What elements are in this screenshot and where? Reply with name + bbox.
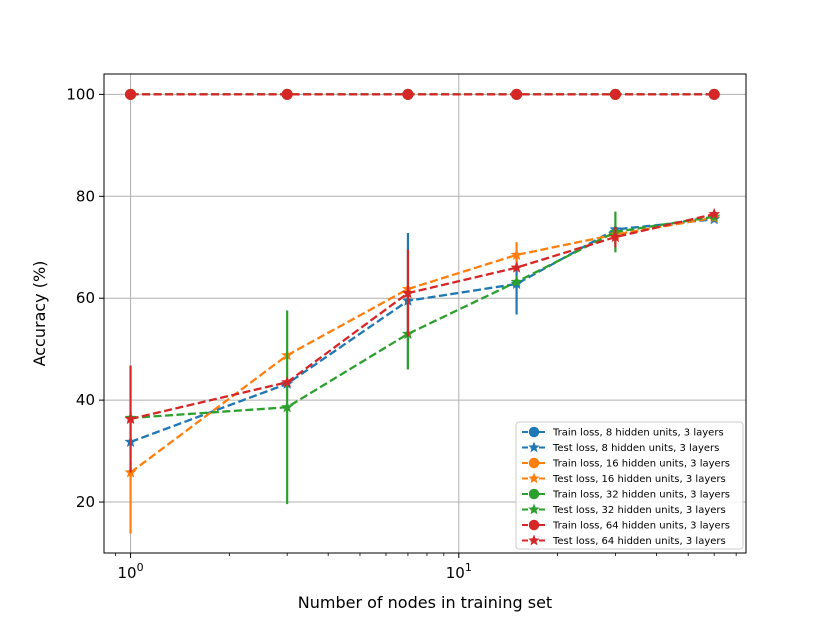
- data-point: [528, 441, 540, 453]
- legend-entry: Train loss, 8 hidden units, 3 layers: [522, 426, 724, 439]
- legend-entry: Test loss, 64 hidden units, 3 layers: [522, 534, 726, 547]
- x-axis-label: Number of nodes in training set: [298, 593, 552, 612]
- legend-entry: Test loss, 32 hidden units, 3 layers: [522, 503, 726, 516]
- data-point: [510, 248, 523, 260]
- legend-label: Train loss, 32 hidden units, 3 layers: [552, 490, 730, 501]
- data-point: [528, 472, 540, 484]
- legend-label: Train loss, 8 hidden units, 3 layers: [552, 428, 724, 439]
- legend-entry: Train loss, 64 hidden units, 3 layers: [522, 519, 730, 532]
- data-point: [528, 519, 540, 531]
- series-8: [124, 207, 721, 473]
- series-7: [125, 88, 720, 100]
- data-point: [125, 88, 137, 100]
- series-layer: [124, 88, 721, 534]
- data-point: [401, 286, 414, 299]
- y-tick-label: 20: [76, 493, 95, 511]
- grid: [104, 74, 746, 553]
- legend-entry: Train loss, 16 hidden units, 3 layers: [522, 457, 730, 470]
- data-point: [528, 534, 540, 546]
- data-point: [281, 400, 294, 413]
- data-point: [510, 275, 523, 287]
- data-point: [528, 488, 540, 500]
- data-point: [281, 88, 293, 100]
- data-point: [528, 503, 540, 515]
- legend-box: [515, 421, 744, 550]
- legend-label: Test loss, 16 hidden units, 3 layers: [552, 474, 726, 485]
- legend-entry: Test loss, 8 hidden units, 3 layers: [522, 441, 719, 454]
- legend-label: Test loss, 32 hidden units, 3 layers: [552, 505, 726, 516]
- legend-entry: Test loss, 16 hidden units, 3 layers: [522, 472, 726, 485]
- data-point: [528, 426, 540, 438]
- x-axis-ticks: 100 101: [118, 553, 472, 582]
- plot-frame: [103, 73, 747, 554]
- data-point: [708, 207, 721, 220]
- series-line: [130, 215, 715, 420]
- series-line: [130, 218, 715, 443]
- y-axis-ticks: 20 40 60 80 100: [66, 85, 104, 511]
- data-point: [281, 375, 294, 388]
- legend-label: Test loss, 8 hidden units, 3 layers: [552, 443, 719, 454]
- data-point: [609, 230, 622, 243]
- data-point: [124, 412, 137, 425]
- legend-label: Train loss, 16 hidden units, 3 layers: [552, 459, 730, 470]
- data-point: [402, 88, 414, 100]
- legend-entry: Train loss, 32 hidden units, 3 layers: [522, 488, 730, 501]
- y-tick-label: 100: [66, 85, 95, 103]
- y-tick-label: 60: [76, 289, 95, 307]
- series-line: [130, 213, 715, 421]
- y-tick-label: 40: [76, 391, 95, 409]
- legend: Train loss, 8 hidden units, 3 layers Test…: [515, 421, 744, 550]
- data-point: [708, 88, 720, 100]
- legend-label: Test loss, 64 hidden units, 3 layers: [552, 536, 726, 547]
- data-point: [528, 457, 540, 469]
- legend-label: Train loss, 64 hidden units, 3 layers: [552, 521, 730, 532]
- series-line: [129, 216, 715, 474]
- y-tick-label: 80: [76, 187, 95, 205]
- y-axis-label: Accuracy (%): [30, 261, 49, 367]
- data-point: [510, 261, 523, 273]
- data-point: [609, 88, 621, 100]
- data-point: [511, 88, 523, 100]
